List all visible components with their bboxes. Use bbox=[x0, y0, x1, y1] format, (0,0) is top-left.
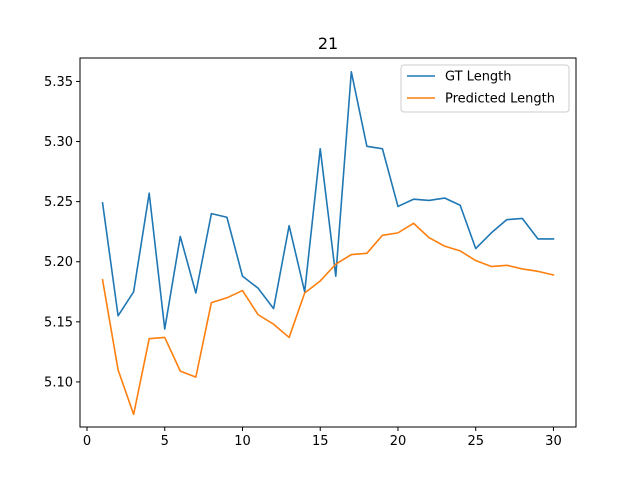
y-tick-label: 5.10 bbox=[44, 375, 73, 390]
y-tick-label: 5.15 bbox=[44, 315, 73, 330]
x-tick-label: 10 bbox=[234, 434, 251, 449]
legend-label-2: Predicted Length bbox=[445, 92, 555, 107]
y-tick-label: 5.20 bbox=[44, 255, 73, 270]
x-tick-label: 30 bbox=[545, 434, 562, 449]
series-line-2 bbox=[101, 222, 555, 416]
axes: 0 5 10 15 20 25 30 5.10 5.15 5.20 5.25 5.30 5.35 bbox=[44, 57, 577, 449]
x-tick-label: 20 bbox=[390, 434, 407, 449]
plot-frame bbox=[79, 57, 577, 428]
legend: GT Length Predicted Length bbox=[400, 64, 570, 113]
y-tick-label: 5.35 bbox=[44, 75, 73, 90]
legend-box bbox=[400, 64, 570, 113]
chart-title: 21 bbox=[318, 34, 338, 53]
x-tick-label: 5 bbox=[161, 434, 169, 449]
legend-label-1: GT Length bbox=[445, 70, 512, 85]
series-line-1 bbox=[101, 71, 555, 330]
y-tick-label: 5.30 bbox=[44, 135, 73, 150]
y-tick-label: 5.25 bbox=[44, 195, 73, 210]
plot-area bbox=[101, 71, 555, 416]
x-tick-label: 25 bbox=[467, 434, 484, 449]
x-tick-label: 0 bbox=[83, 434, 91, 449]
x-tick-label: 15 bbox=[312, 434, 329, 449]
